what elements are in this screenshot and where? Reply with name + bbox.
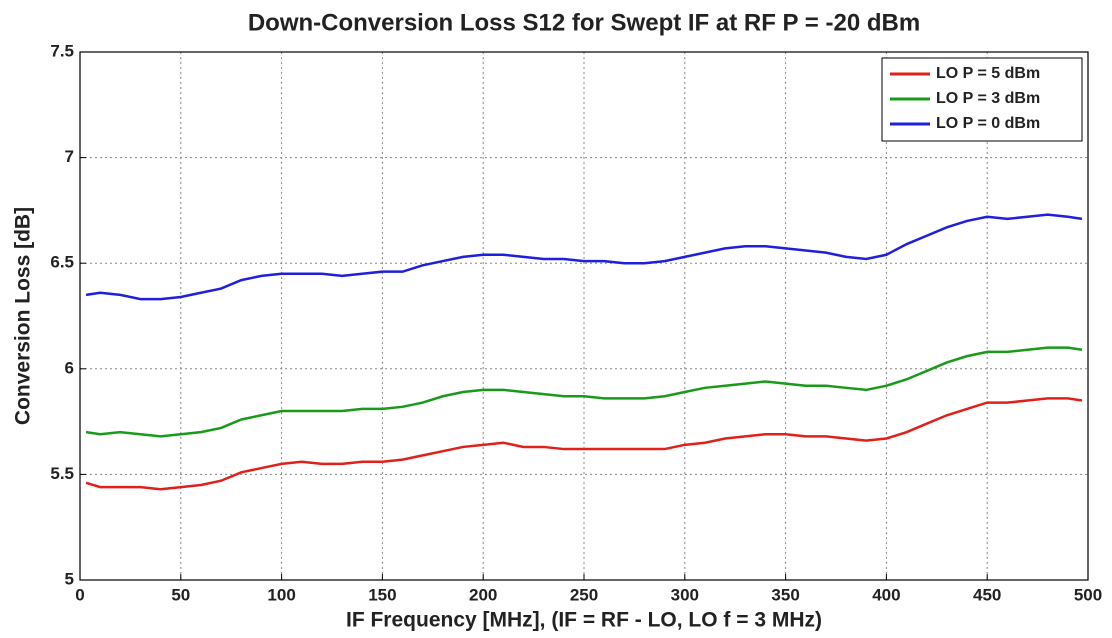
x-tick-label: 400 (872, 585, 900, 604)
series-line (85, 397, 1083, 491)
x-tick-label: 250 (570, 585, 598, 604)
legend-label: LO P = 3 dBm (936, 90, 1040, 107)
x-tick-label: 350 (771, 585, 799, 604)
x-tick-label: 500 (1074, 585, 1102, 604)
y-tick-label: 5.5 (50, 464, 74, 483)
series-line (85, 346, 1083, 438)
x-tick-label: 0 (75, 585, 84, 604)
legend-label: LO P = 5 dBm (936, 65, 1040, 82)
y-tick-label: 7 (65, 147, 74, 166)
y-axis-label: Conversion Loss [dB] (12, 207, 35, 425)
x-axis-label: IF Frequency [MHz], (IF = RF - LO, LO f … (346, 609, 822, 632)
y-tick-label: 7.5 (50, 41, 74, 60)
plot-frame (79, 51, 1089, 581)
legend-label: LO P = 0 dBm (936, 115, 1040, 132)
legend: LO P = 5 dBm LO P = 3 dBm LO P = 0 dBm (881, 57, 1083, 142)
x-tick-label: 150 (368, 585, 396, 604)
x-tick-label: 300 (671, 585, 699, 604)
x-tick-label: 50 (171, 585, 190, 604)
x-tick-label: 100 (267, 585, 295, 604)
series-line (85, 213, 1083, 301)
y-tick-label: 6.5 (50, 253, 74, 272)
x-tick-label: 200 (469, 585, 497, 604)
y-tick-label: 5 (65, 569, 74, 588)
y-tick-label: 6 (65, 358, 74, 377)
x-tick-label: 450 (973, 585, 1001, 604)
chart-title: Down-Conversion Loss S12 for Swept IF at… (248, 9, 920, 36)
